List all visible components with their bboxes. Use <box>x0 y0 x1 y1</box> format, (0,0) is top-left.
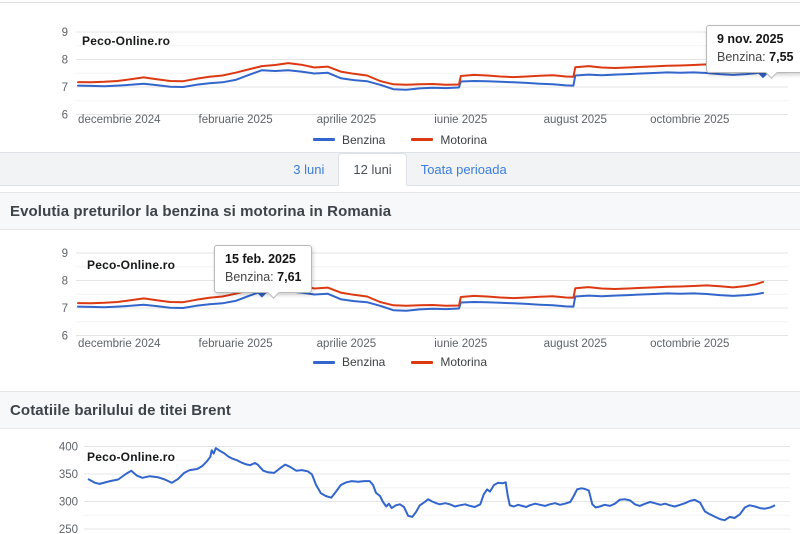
watermark-logo: Peco-Online.ro <box>87 258 176 272</box>
fuel-chart-top-svg: 6 7 8 9 decembrie 2024 februarie 2025 aprilie … <box>62 27 788 126</box>
legend-swatch <box>411 138 434 141</box>
legend-item-motorina: Motorina <box>411 355 487 369</box>
tab-12-luni[interactable]: 12 luni <box>338 153 407 186</box>
watermark-logo: Peco-Online.ro <box>87 450 176 464</box>
y-tick-label: 250 <box>59 524 78 534</box>
fuel-section-heading: Evolutia preturilor la benzina si motori… <box>10 202 392 220</box>
tab-toata-perioada[interactable]: Toata perioada <box>420 162 507 177</box>
tooltip-date: 15 feb. 2025 <box>225 252 296 266</box>
x-tick-label: aprilie 2025 <box>317 338 376 350</box>
x-tick-label: decembrie 2024 <box>78 338 161 350</box>
legend-swatch <box>312 138 335 141</box>
legend-label: Motorina <box>440 355 488 369</box>
chart-legend: Benzina Motorina <box>0 352 800 372</box>
x-tick-label: iunie 2025 <box>434 338 487 350</box>
y-tick-label: 6 <box>62 331 68 343</box>
chart-legend: Benzina Motorina <box>0 127 800 152</box>
legend-swatch <box>411 360 434 364</box>
y-tick-label: 7 <box>62 82 68 94</box>
period-tabs: 3 luni 12 luni Toata perioada <box>279 153 520 186</box>
chart-tooltip: 15 feb. 2025 Benzina: 7,61 <box>214 245 313 293</box>
y-tick-label: 400 <box>59 442 78 454</box>
legend-item-motorina: Motorina <box>411 133 487 147</box>
period-tab-strip: 3 luni 12 luni Toata perioada <box>0 152 800 186</box>
section-title-brent: Cotatiile barilului de titei Brent <box>0 391 800 429</box>
chart-tooltip: 9 nov. 2025 Benzina: 7,55 <box>706 25 800 73</box>
legend-label: Benzina <box>341 355 386 369</box>
y-tick-label: 350 <box>59 469 78 481</box>
section-title-fuel: Evolutia preturilor la benzina si motori… <box>0 192 800 230</box>
x-tick-label: august 2025 <box>544 114 607 126</box>
legend-item-benzina: Benzina <box>312 355 386 369</box>
y-tick-label: 7 <box>62 303 68 315</box>
brent-chart-svg: 250 300 350 400 <box>59 442 790 534</box>
tooltip-value-line: Benzina: 7,61 <box>225 269 302 284</box>
motorina-line <box>77 59 764 86</box>
tab-3-luni[interactable]: 3 luni <box>293 162 325 177</box>
y-tick-label: 8 <box>62 276 68 288</box>
watermark-logo: Peco-Online.ro <box>82 34 171 48</box>
x-tick-label: decembrie 2024 <box>78 114 161 126</box>
brent-line <box>87 447 776 522</box>
page-top-divider <box>0 0 800 3</box>
x-tick-label: aprilie 2025 <box>317 114 376 126</box>
x-tick-label: iunie 2025 <box>434 114 487 126</box>
y-tick-label: 9 <box>62 27 68 39</box>
benzina-line <box>77 69 764 91</box>
benzina-line <box>77 290 764 312</box>
legend-swatch <box>312 360 335 364</box>
legend-item-benzina: Benzina <box>312 132 386 147</box>
y-tick-label: 8 <box>62 55 68 67</box>
x-tick-label: octombrie 2025 <box>650 338 729 350</box>
legend-label: Benzina <box>341 132 386 147</box>
x-tick-label: februarie 2025 <box>199 338 273 350</box>
tooltip-date: 9 nov. 2025 <box>717 32 784 46</box>
motorina-line <box>77 280 764 307</box>
y-tick-label: 6 <box>62 110 68 122</box>
y-tick-label: 9 <box>62 248 68 260</box>
fuel-chart-top: 6 7 8 9 decembrie 2024 februarie 2025 aprilie … <box>0 3 800 152</box>
x-tick-label: august 2025 <box>544 338 607 350</box>
y-tick-label: 300 <box>59 497 78 509</box>
x-tick-label: octombrie 2025 <box>650 114 729 126</box>
fuel-chart-main-svg: 6 7 8 9 decembrie 2024 februarie 2025 aprilie … <box>62 248 788 350</box>
fuel-chart-main: 6 7 8 9 decembrie 2024 februarie 2025 aprilie … <box>0 230 800 372</box>
x-tick-label: februarie 2025 <box>199 114 273 126</box>
legend-label: Motorina <box>440 132 488 147</box>
brent-chart: 250 300 350 400 Peco-Online.ro <box>0 433 800 534</box>
brent-section-heading: Cotatiile barilului de titei Brent <box>10 401 231 419</box>
tooltip-value-line: Benzina: 7,55 <box>717 49 794 64</box>
